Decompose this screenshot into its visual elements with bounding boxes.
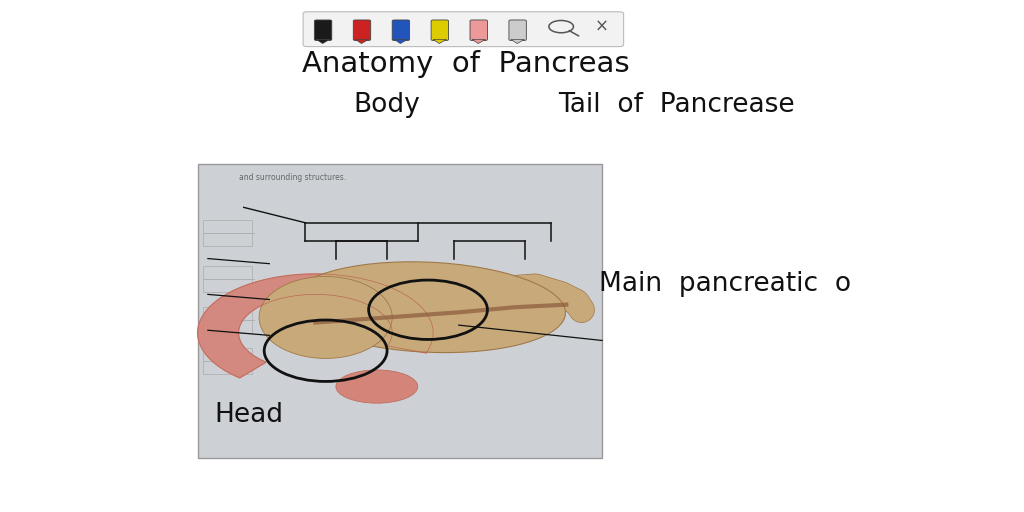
Ellipse shape bbox=[336, 370, 418, 403]
Text: Head: Head bbox=[214, 402, 284, 428]
FancyBboxPatch shape bbox=[303, 12, 624, 47]
Polygon shape bbox=[433, 39, 446, 44]
FancyBboxPatch shape bbox=[392, 20, 410, 40]
Polygon shape bbox=[355, 39, 369, 44]
Bar bbox=[198, 164, 602, 458]
Text: and surrounding structures.: and surrounding structures. bbox=[239, 173, 346, 182]
Text: Tail  of  Pancrease: Tail of Pancrease bbox=[558, 92, 795, 118]
FancyBboxPatch shape bbox=[353, 20, 371, 40]
Polygon shape bbox=[316, 39, 330, 44]
Bar bbox=[203, 348, 252, 374]
Polygon shape bbox=[394, 39, 408, 44]
Polygon shape bbox=[198, 274, 433, 378]
FancyBboxPatch shape bbox=[470, 20, 487, 40]
FancyBboxPatch shape bbox=[314, 20, 332, 40]
Bar bbox=[203, 266, 252, 292]
Bar bbox=[203, 220, 252, 246]
FancyBboxPatch shape bbox=[509, 20, 526, 40]
Bar bbox=[203, 307, 252, 333]
Polygon shape bbox=[472, 39, 485, 44]
Text: ×: × bbox=[595, 17, 609, 36]
Text: Body: Body bbox=[353, 92, 421, 118]
Text: Main  pancreatic  o: Main pancreatic o bbox=[599, 271, 851, 297]
Ellipse shape bbox=[259, 276, 392, 358]
Text: Anatomy  of  Pancreas: Anatomy of Pancreas bbox=[302, 50, 630, 78]
Ellipse shape bbox=[291, 262, 565, 353]
FancyBboxPatch shape bbox=[431, 20, 449, 40]
Polygon shape bbox=[511, 39, 524, 44]
